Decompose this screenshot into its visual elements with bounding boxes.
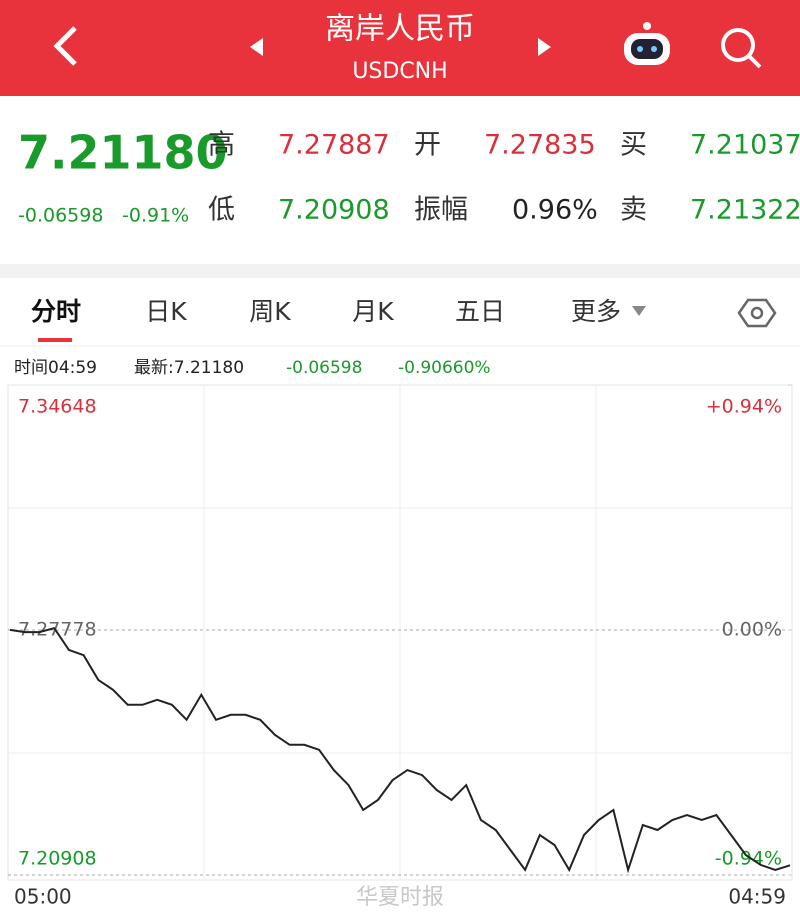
back-button[interactable]: [53, 26, 77, 66]
tab[interactable]: 更多: [571, 297, 621, 326]
watermark: 华夏时报: [356, 885, 444, 910]
x-tick-label: 05:00: [14, 885, 72, 909]
header-title: 离岸人民币: [325, 12, 475, 47]
field-label: 高: [208, 130, 235, 161]
tab[interactable]: 五日: [455, 297, 505, 326]
settings-dot: [750, 306, 764, 320]
field-value: 7.21322: [690, 195, 800, 226]
y2-tick-label: +0.94%: [706, 396, 782, 418]
dropdown-arrow[interactable]: [632, 306, 646, 316]
y-tick-label: 7.20908: [18, 848, 97, 870]
next-button[interactable]: [538, 38, 551, 56]
field-label: 卖: [620, 195, 647, 226]
y-tick-label: 7.27778: [18, 619, 97, 641]
field-value: 7.20908: [278, 195, 390, 226]
prev-button[interactable]: [250, 38, 263, 56]
field-label: 开: [414, 130, 441, 161]
info-time: 时间04:59: [14, 358, 97, 378]
x-tick-label: 04:59: [728, 885, 786, 909]
field-value: 7.27835: [484, 130, 596, 161]
tab[interactable]: 分时: [31, 297, 81, 326]
y-tick-label: 7.34648: [18, 396, 97, 418]
y2-tick-label: -0.94%: [715, 848, 782, 870]
field-label: 振幅: [414, 195, 468, 226]
info-change: -0.06598: [286, 358, 362, 378]
info-latest: 最新:7.21180: [134, 358, 244, 378]
field-value: 7.27887: [278, 130, 390, 161]
tab[interactable]: 日K: [145, 297, 187, 326]
field-value: 7.21037: [690, 130, 800, 161]
tab[interactable]: 周K: [249, 297, 291, 326]
search-icon[interactable]: [721, 28, 762, 69]
field-label: 低: [208, 195, 235, 226]
field-label: 买: [620, 130, 647, 161]
y2-tick-label: 0.00%: [722, 619, 782, 641]
robot-icon[interactable]: [624, 22, 670, 65]
robot-face: [631, 39, 663, 59]
field-value: 0.96%: [512, 195, 598, 226]
chart: 7.20908 7.27778 7.34648 -0.94% 0.00% +0.94%: [7, 384, 793, 881]
price: 7.21180: [18, 126, 228, 180]
search-circle: [721, 28, 755, 62]
tab-underline: [38, 338, 72, 342]
robot-eye: [637, 46, 643, 52]
header-subtitle: USDCNH: [352, 59, 447, 84]
separator: [0, 264, 800, 278]
robot-eye: [651, 46, 657, 52]
change: -0.06598: [18, 205, 103, 227]
info-change-pct: -0.90660%: [398, 358, 491, 378]
search-handle: [747, 54, 762, 69]
change-pct: -0.91%: [122, 205, 189, 227]
tab[interactable]: 月K: [352, 297, 394, 326]
price-line: [9, 626, 791, 874]
robot-antenna: [643, 22, 651, 30]
settings-icon[interactable]: [737, 298, 777, 328]
